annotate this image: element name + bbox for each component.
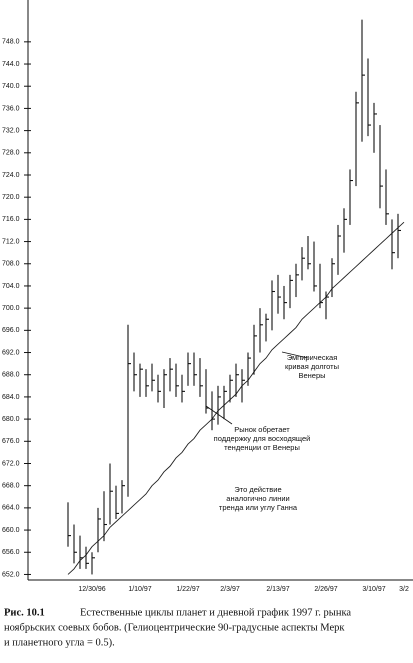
x-tick-label: 12/30/96 [78, 586, 105, 593]
y-tick-label: 680.0 [2, 416, 20, 423]
annotation: Венеры [298, 371, 325, 380]
caption-label: Рис. 10.1 [4, 607, 45, 618]
annotation: тренда или углу Ганна [219, 503, 298, 512]
annotation: поддержку для восходящей [214, 434, 311, 443]
y-tick-label: 692.0 [2, 349, 20, 356]
x-tick-label: 2/13/97 [266, 586, 289, 593]
pointer [205, 405, 233, 425]
annotation: тенденции от Венеры [224, 443, 300, 452]
y-tick-label: 708.0 [2, 261, 20, 268]
y-tick-label: 716.0 [2, 216, 20, 223]
x-tick-label: 2/26/97 [314, 586, 337, 593]
y-tick-label: 672.0 [2, 460, 20, 467]
y-tick-label: 652.0 [2, 571, 20, 578]
pointer [281, 351, 309, 359]
y-tick-label: 688.0 [2, 372, 20, 379]
y-tick-label: 724.0 [2, 172, 20, 179]
x-tick-label: 3/2 [399, 586, 409, 593]
y-tick-label: 728.0 [2, 150, 20, 157]
y-tick-label: 736.0 [2, 105, 20, 112]
annotation: Это действие [234, 485, 281, 494]
annotation: Рынок обретает [234, 425, 290, 434]
y-tick-label: 696.0 [2, 327, 20, 334]
y-tick-label: 676.0 [2, 438, 20, 445]
y-tick-label: 660.0 [2, 527, 20, 534]
caption: ноябрьских соевых бобов. (Гелиоцентричес… [4, 622, 345, 633]
venus-curve [67, 221, 405, 575]
y-tick-label: 720.0 [2, 194, 20, 201]
x-tick-label: 2/3/97 [220, 586, 240, 593]
y-tick-label: 656.0 [2, 549, 20, 556]
x-tick-label: 1/22/97 [176, 586, 199, 593]
y-tick-label: 712.0 [2, 238, 20, 245]
annotation: Эмпирическая [287, 353, 338, 362]
caption: и планетного угла = 0.5). [4, 637, 115, 648]
y-tick-label: 740.0 [2, 83, 20, 90]
y-tick-label: 668.0 [2, 483, 20, 490]
y-tick-label: 704.0 [2, 283, 20, 290]
caption: Естественные циклы планет и дневной граф… [80, 607, 351, 618]
annotation: кривая долготы [285, 362, 339, 371]
y-tick-label: 732.0 [2, 127, 20, 134]
y-tick-label: 700.0 [2, 305, 20, 312]
y-tick-label: 664.0 [2, 505, 20, 512]
x-tick-label: 1/10/97 [128, 586, 151, 593]
y-tick-label: 748.0 [2, 39, 20, 46]
annotation: аналогично линии [226, 494, 289, 503]
x-tick-label: 3/10/97 [362, 586, 385, 593]
y-tick-label: 684.0 [2, 394, 20, 401]
y-tick-label: 744.0 [2, 61, 20, 68]
